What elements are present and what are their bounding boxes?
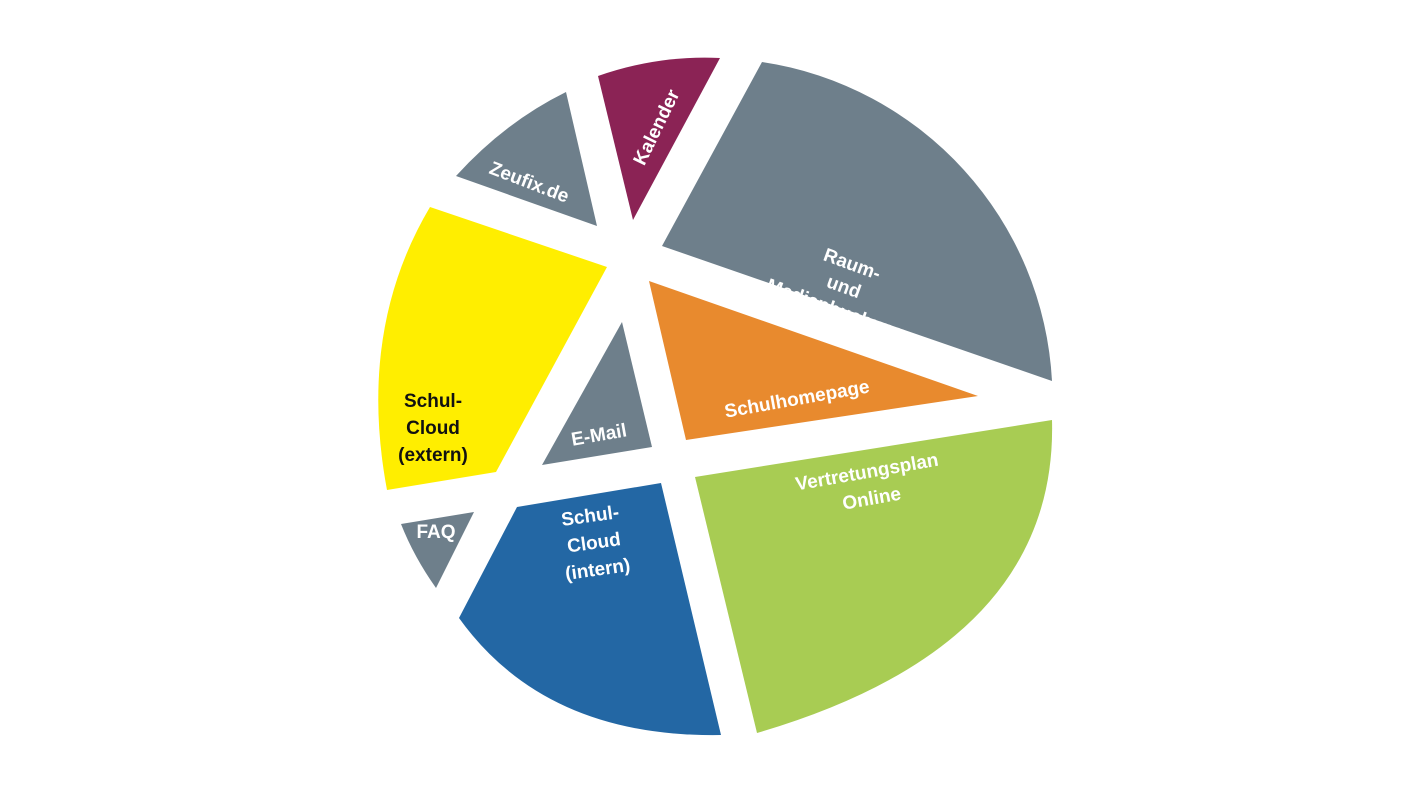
segment-schulcloud-extern[interactable]: Schul- Cloud (extern) bbox=[378, 207, 607, 490]
segment-shape-schulcloud-intern[interactable] bbox=[459, 483, 721, 736]
segment-shape-zeufix[interactable] bbox=[456, 92, 597, 226]
segment-shape-email[interactable] bbox=[542, 322, 652, 465]
segment-vertretungsplan[interactable]: VertretungsplanOnline bbox=[695, 420, 1053, 733]
segment-faq[interactable]: FAQ bbox=[401, 512, 474, 588]
segment-label-line: FAQ bbox=[416, 522, 455, 543]
segment-label-schulcloud-extern: Schul- Cloud (extern) bbox=[398, 391, 468, 466]
segment-label-line: Schul- bbox=[404, 391, 462, 412]
segment-label-line: (extern) bbox=[398, 445, 468, 466]
segment-schulcloud-intern[interactable]: Schul-Cloud(intern) bbox=[459, 483, 721, 736]
segment-shape-vertretungsplan[interactable] bbox=[695, 420, 1053, 733]
segment-shape-schulcloud-extern[interactable] bbox=[378, 207, 607, 490]
segment-email[interactable]: E-Mail bbox=[542, 322, 652, 465]
segment-zeufix[interactable]: Zeufix.de bbox=[456, 92, 597, 226]
segment-shape-raum[interactable] bbox=[662, 62, 1052, 381]
segment-label-faq: FAQ bbox=[416, 522, 455, 543]
segment-shape-faq[interactable] bbox=[401, 512, 474, 588]
segment-label-line: Cloud bbox=[406, 418, 460, 439]
segment-kalender[interactable]: Kalender bbox=[598, 57, 720, 220]
segment-schulhomepage[interactable]: Schulhomepage bbox=[649, 281, 978, 440]
segment-shape-schulhomepage[interactable] bbox=[649, 281, 978, 440]
segment-shape-kalender[interactable] bbox=[598, 57, 720, 220]
